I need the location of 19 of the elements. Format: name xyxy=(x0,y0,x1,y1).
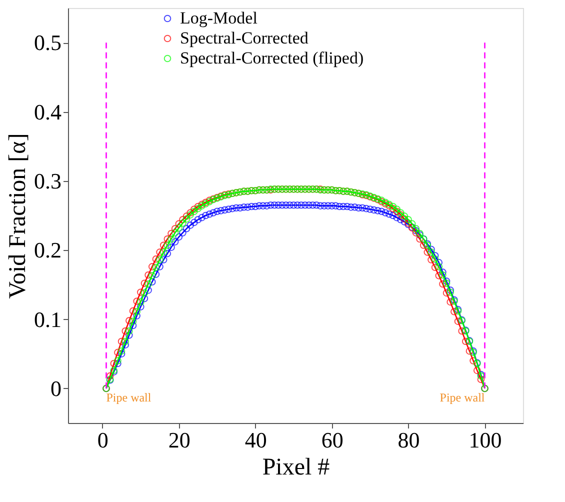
y-tick-label: 0.4 xyxy=(34,99,62,124)
y-tick-label: 0.2 xyxy=(34,238,62,263)
x-axis-title: Pixel # xyxy=(262,454,330,480)
y-tick-label: 0.3 xyxy=(34,168,62,194)
x-tick-label: 40 xyxy=(244,428,267,452)
legend-label: Spectral-Corrected xyxy=(180,28,309,48)
x-tick-label: 100 xyxy=(468,428,502,452)
x-tick-label: 20 xyxy=(168,428,190,452)
y-axis-title: Void Fraction [α] xyxy=(5,133,31,299)
y-tick-label: 0.1 xyxy=(34,306,62,332)
legend-label: Log-Model xyxy=(180,8,258,28)
x-tick-label: 0 xyxy=(97,428,108,452)
y-tick-label: 0 xyxy=(50,376,62,401)
x-tick-label: 60 xyxy=(321,428,344,452)
legend-label: Spectral-Corrected (fliped) xyxy=(180,48,364,68)
y-tick-label: 0.5 xyxy=(34,30,62,56)
annotation: Pipe wall xyxy=(440,390,486,404)
x-tick-label: 80 xyxy=(398,428,420,452)
annotation: Pipe wall xyxy=(106,390,152,404)
